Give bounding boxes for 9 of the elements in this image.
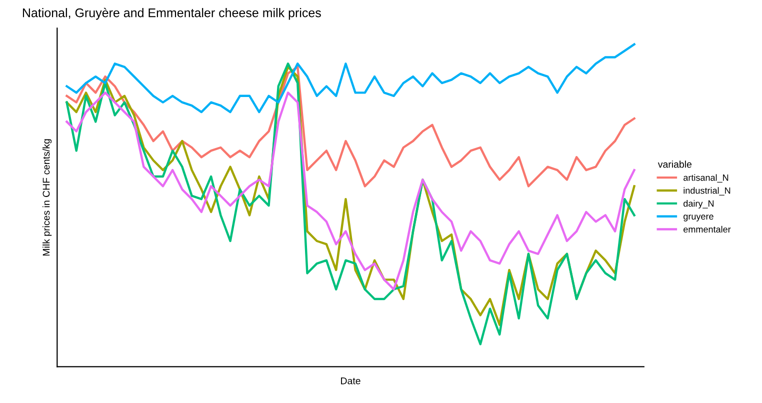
y-axis-title: Milk prices in CHF cents/kg	[42, 139, 52, 256]
legend-label: emmentaler	[684, 226, 731, 233]
x-axis-title: Date	[341, 378, 360, 384]
legend-label: gruyere	[684, 214, 714, 222]
legend-label: dairy_N	[684, 200, 714, 208]
chart-title: National, Gruyère and Emmentaler cheese milk prices	[22, 8, 321, 20]
legend-label: artisanal_N	[684, 174, 728, 183]
legend-label: industrial_N	[684, 187, 730, 196]
legend-title: variable	[658, 160, 692, 168]
